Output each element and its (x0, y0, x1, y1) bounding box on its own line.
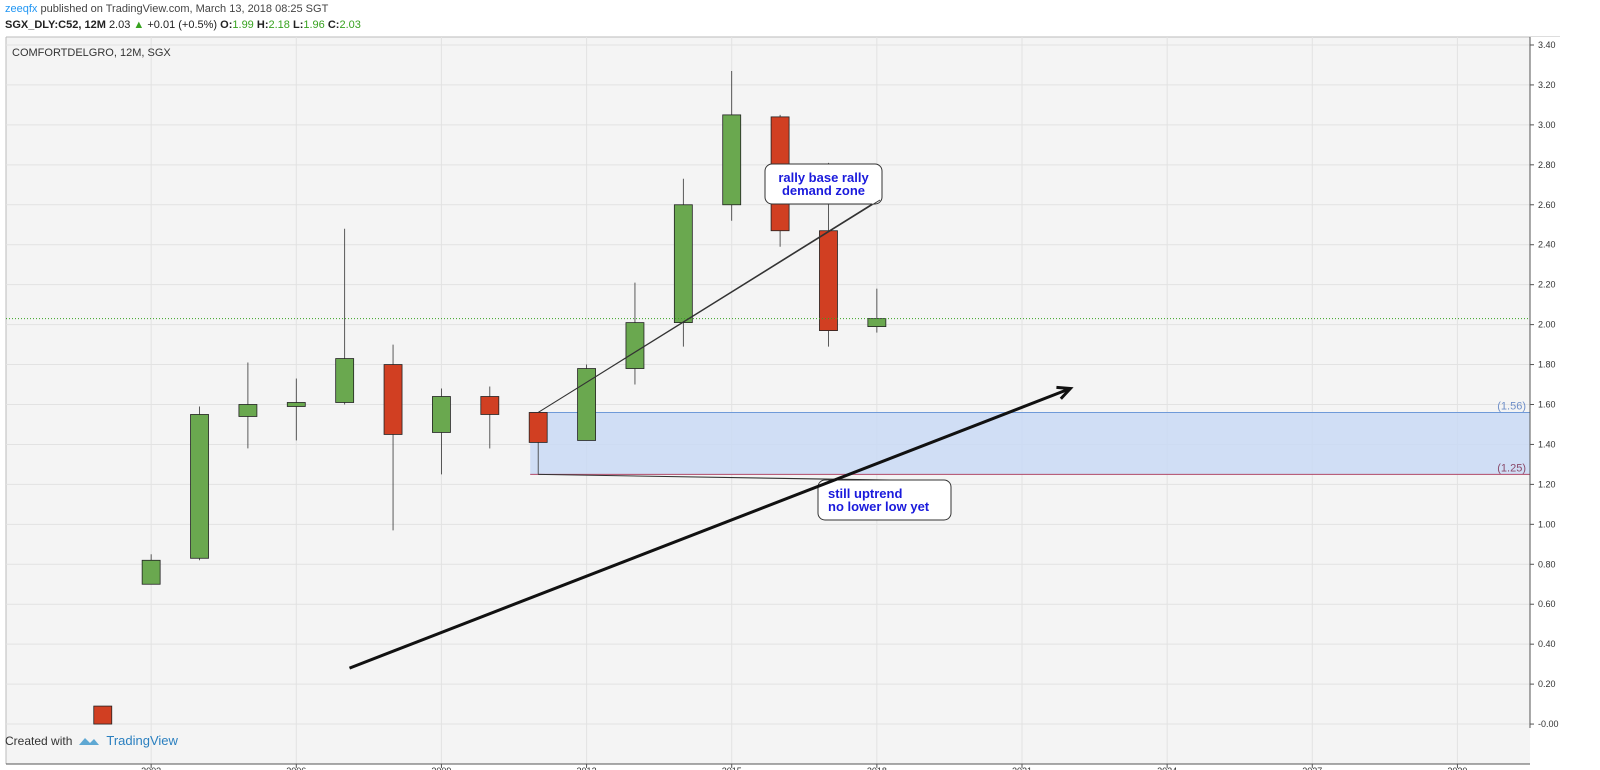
uptrend-callout-text: no lower low yet (828, 499, 930, 514)
y-tick-label: 3.00 (1538, 120, 1556, 130)
y-tick-label: 3.20 (1538, 80, 1556, 90)
low-value: 1.96 (303, 19, 325, 31)
x-tick-label: 2015 (722, 766, 742, 770)
rally-callout-text: demand zone (782, 183, 865, 198)
candle-down (383, 364, 403, 435)
price-axis: -0.00 0.20 0.40 0.60 0.80 1.00 1.20 1.40 1.60 1.8… (1530, 40, 1559, 729)
y-tick-label: 1.20 (1538, 479, 1556, 489)
candle-up (673, 204, 693, 324)
y-tick-label: -0.00 (1538, 719, 1559, 729)
x-tick-label: 2009 (431, 766, 451, 770)
y-tick-label: 0.80 (1538, 559, 1556, 569)
trend-arrow-head (1056, 385, 1074, 400)
candle-up (432, 396, 451, 433)
high-label: H: (256, 19, 269, 31)
low-label: L: (292, 19, 304, 31)
candle-up (238, 404, 258, 417)
candle-down (93, 705, 113, 725)
candle-down (480, 396, 500, 415)
candle-down (528, 412, 548, 443)
rally-callout-box (764, 163, 883, 205)
publish-info: zeeqfx published on TradingView.com, Mar… (5, 3, 328, 15)
y-tick-label: 2.80 (1538, 160, 1556, 170)
y-tick-label: 1.60 (1538, 399, 1556, 409)
x-tick-label: 2006 (286, 766, 306, 770)
y-tick-label: 1.00 (1538, 519, 1556, 529)
price-change: +0.01 (+0.5%) (147, 19, 218, 31)
candle-up (141, 559, 161, 585)
x-tick-label: 2003 (141, 766, 161, 770)
y-tick-label: 2.20 (1538, 280, 1556, 290)
y-tick-label: 0.40 (1538, 639, 1556, 649)
candle-up (335, 358, 355, 403)
time-axis: 2003 2006 2009 2012 2015 2018 2021 2024 2027 2030 (141, 764, 1467, 770)
plot-background (6, 37, 1530, 764)
chart-title: COMFORTDELGRO, 12M, SGX (12, 47, 171, 59)
price-axis-background (1530, 37, 1560, 764)
demand-zone: (1.56) (1.25) (530, 400, 1530, 475)
y-tick-label: 2.00 (1538, 320, 1556, 330)
symbol-info: SGX_DLY:C52, 12M 2.03 ▲ +0.01 (+0.5%) O:… (5, 19, 361, 31)
y-tick-label: 1.80 (1538, 360, 1556, 370)
candle-down (819, 230, 838, 331)
candle-up (190, 414, 209, 559)
high-value: 2.18 (268, 19, 290, 31)
symbol-label: SGX_DLY:C52, 12M (5, 19, 106, 31)
open-label: O: (220, 19, 233, 31)
y-tick-label: 0.60 (1538, 599, 1556, 609)
up-triangle-icon: ▲ (133, 19, 145, 31)
footer: Created with TradingView (5, 733, 178, 748)
author-link[interactable]: zeeqfx (5, 3, 38, 15)
x-tick-label: 2012 (577, 766, 597, 770)
y-tick-label: 0.20 (1538, 679, 1556, 689)
trend-arrow-line (348, 387, 1071, 670)
zone-bottom-label: (1.25) (1497, 462, 1526, 474)
rally-callout-text: rally base rally (778, 170, 869, 185)
close-value: 2.03 (339, 19, 361, 31)
x-tick-label: 2021 (1012, 766, 1032, 770)
published-text: published on TradingView.com, March 13, … (40, 3, 329, 15)
created-with-text: Created with (5, 733, 73, 748)
demand-zone-box (530, 412, 1530, 475)
tradingview-logo-icon (79, 737, 100, 745)
y-tick-label: 2.60 (1538, 200, 1556, 210)
uptrend-callout-text: still uptrend (828, 486, 902, 501)
x-tick-label: 2030 (1447, 766, 1467, 770)
open-value: 1.99 (232, 19, 254, 31)
y-tick-label: 1.40 (1538, 439, 1556, 449)
candle-up (867, 318, 887, 328)
candle-up (625, 322, 645, 369)
x-tick-label: 2027 (1302, 766, 1322, 770)
x-tick-label: 2018 (867, 766, 887, 770)
y-tick-label: 3.40 (1538, 40, 1556, 50)
y-tick-label: 2.40 (1538, 240, 1556, 250)
candle-up (286, 402, 306, 407)
tradingview-brand-link[interactable]: TradingView (106, 733, 178, 748)
last-price: 2.03 (108, 19, 131, 31)
x-tick-label: 2024 (1157, 766, 1177, 770)
candle-up (577, 368, 596, 441)
grid-lines (6, 37, 1530, 764)
candle-up (722, 114, 742, 206)
zone-top-label: (1.56) (1497, 400, 1526, 412)
close-label: C: (327, 19, 340, 31)
